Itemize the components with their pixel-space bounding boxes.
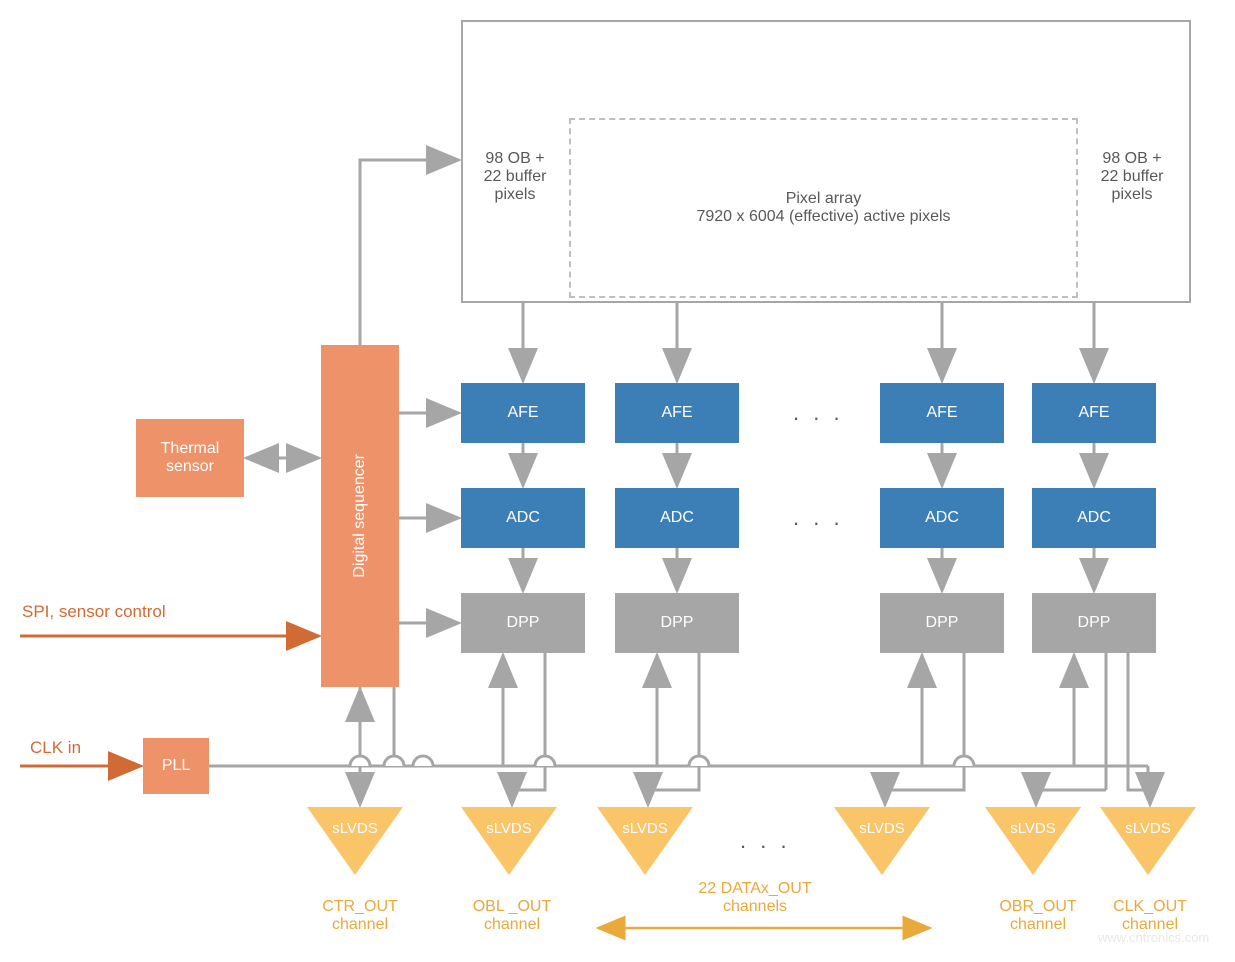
ellipsis-adc: . . . xyxy=(793,505,844,531)
ellipsis-afe: . . . xyxy=(793,400,844,426)
afe-block: AFE xyxy=(461,383,585,443)
pixel-array-inner: Pixel array 7920 x 6004 (effective) acti… xyxy=(569,118,1078,298)
adc-block: ADC xyxy=(615,488,739,548)
afe-block: AFE xyxy=(615,383,739,443)
watermark-text: www.cntronics.com xyxy=(1098,930,1209,945)
adc-block: ADC xyxy=(880,488,1004,548)
adc-block: ADC xyxy=(1032,488,1156,548)
pixel-array-title: Pixel array xyxy=(696,190,950,208)
ctr-out-label: CTR_OUT channel xyxy=(300,898,420,934)
thermal-sensor-block: Thermal sensor xyxy=(136,419,244,497)
ob-right-label: 98 OB + 22 buffer pixels xyxy=(1082,150,1182,204)
pixel-array-sub: 7920 x 6004 (effective) active pixels xyxy=(696,208,950,226)
clk-out-label: CLK_OUT channel xyxy=(1090,898,1210,934)
afe-block: AFE xyxy=(1032,383,1156,443)
slvds-triangle xyxy=(307,807,403,875)
slvds-triangle xyxy=(461,807,557,875)
slvds-triangle xyxy=(985,807,1081,875)
digital-sequencer-label: Digital sequencer xyxy=(351,454,369,578)
pll-block: PLL xyxy=(143,738,209,794)
adc-block: ADC xyxy=(461,488,585,548)
clk-in-label: CLK in xyxy=(30,738,81,758)
dpp-block: DPP xyxy=(461,593,585,653)
dpp-block: DPP xyxy=(615,593,739,653)
ellipsis-slvds: . . . xyxy=(740,828,791,854)
digital-sequencer-block: Digital sequencer xyxy=(321,345,399,687)
slvds-triangle xyxy=(834,807,930,875)
afe-block: AFE xyxy=(880,383,1004,443)
obr-out-label: OBR_OUT channel xyxy=(978,898,1098,934)
dpp-block: DPP xyxy=(880,593,1004,653)
ob-left-label: 98 OB + 22 buffer pixels xyxy=(465,150,565,204)
data-out-label: 22 DATAx_OUT channels xyxy=(610,880,900,916)
dpp-block: DPP xyxy=(1032,593,1156,653)
spi-label: SPI, sensor control xyxy=(22,602,166,622)
obl-out-label: OBL _OUT channel xyxy=(452,898,572,934)
slvds-triangle xyxy=(597,807,693,875)
slvds-triangle xyxy=(1100,807,1196,875)
